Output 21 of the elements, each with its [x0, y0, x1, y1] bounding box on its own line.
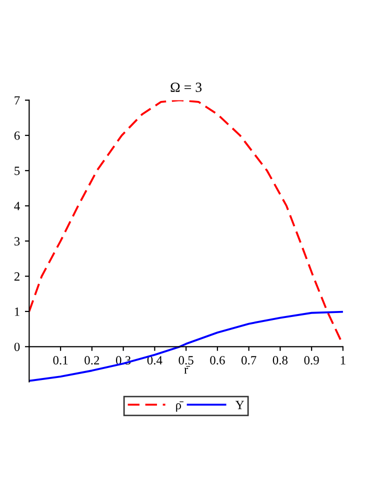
- y-tick-label: 1: [14, 308, 20, 316]
- x-tick-label: 0.2: [84, 356, 100, 365]
- y-tick-label: 6: [14, 131, 20, 140]
- x-tick-label: 0.6: [210, 356, 225, 365]
- x-tick-label: 0.1: [53, 356, 68, 365]
- y-tick-label: 7: [14, 96, 20, 105]
- y-tick-label: 4: [14, 202, 20, 210]
- chart-title: Ω = 3: [170, 82, 202, 92]
- x-tick-label: 0.8: [272, 356, 288, 365]
- x-tick-label: 0.9: [304, 356, 319, 365]
- legend-label: ρ̄: [176, 401, 184, 412]
- x-axis-title: r̄: [184, 366, 190, 374]
- y-tick-label: 2: [14, 272, 20, 281]
- x-tick-label: 0.7: [241, 356, 256, 365]
- y-tick-label: 5: [14, 166, 20, 176]
- legend-label: Y: [235, 400, 244, 410]
- x-tick-label: 0.5: [178, 356, 194, 365]
- y-tick-label: 0: [14, 342, 20, 352]
- line-series: [29, 310, 343, 382]
- y-tick-label: 3: [14, 237, 20, 246]
- x-tick-label: 1: [340, 356, 346, 364]
